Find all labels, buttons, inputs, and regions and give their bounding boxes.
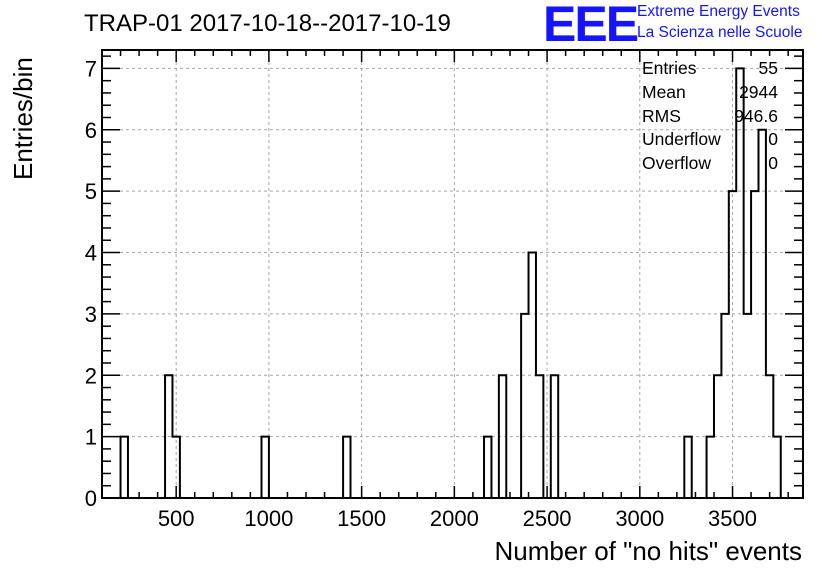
histogram-bin — [707, 437, 714, 498]
y-tick-label: 4 — [85, 241, 97, 266]
stat-rms-label: RMS — [642, 105, 681, 126]
stats-box: Entries 55 Mean 2944 RMS 946.6 Underflow… — [640, 58, 780, 177]
x-axis-label: Number of "no hits" events — [494, 536, 803, 566]
logo-text-line2: La Scienza nelle Scuole — [637, 24, 803, 41]
histogram-bin — [551, 375, 558, 498]
y-tick-label: 2 — [85, 363, 97, 388]
histogram-bin — [751, 191, 758, 498]
histogram-bin — [484, 437, 491, 498]
y-tick-label: 0 — [85, 486, 97, 511]
x-tick-label: 1500 — [337, 506, 386, 531]
x-tick-label: 1000 — [244, 506, 293, 531]
stat-overflow-label: Overflow — [642, 153, 712, 174]
histogram-bin — [343, 437, 350, 498]
stats-row: Entries 55 — [640, 58, 780, 82]
plot-title: TRAP-01 2017-10-18--2017-10-19 — [84, 10, 451, 37]
histogram-bin — [165, 375, 172, 498]
x-tick-label: 3000 — [615, 506, 664, 531]
stats-row: Underflow 0 — [640, 129, 780, 153]
y-tick-label: 3 — [85, 302, 97, 327]
stat-mean-value: 2944 — [739, 81, 778, 102]
stats-row: Overflow 0 — [640, 153, 780, 177]
histogram-bin — [684, 437, 691, 498]
histogram-bin — [521, 314, 528, 498]
stat-entries-value: 55 — [758, 58, 778, 78]
y-tick-label: 6 — [85, 118, 97, 143]
y-tick-label: 5 — [85, 179, 97, 204]
histogram-bin — [261, 437, 268, 498]
eee-logo: EEE — [543, 0, 639, 52]
stat-underflow-label: Underflow — [642, 129, 721, 150]
histogram-bin — [536, 375, 543, 498]
histogram-bin — [729, 191, 736, 498]
x-tick-label: 2000 — [430, 506, 479, 531]
stat-mean-label: Mean — [642, 81, 686, 102]
histogram-bin — [499, 375, 506, 498]
histogram-bin — [773, 437, 780, 498]
logo-text-line1: Extreme Energy Events — [637, 3, 800, 20]
x-tick-label: 2500 — [523, 506, 572, 531]
histogram-bin — [721, 314, 728, 498]
stat-entries-label: Entries — [642, 58, 697, 78]
histogram-bin — [121, 437, 128, 498]
stats-row: Mean 2944 — [640, 82, 780, 106]
histogram-bin — [744, 314, 751, 498]
histogram-outline — [119, 67, 782, 498]
histogram-bin — [758, 130, 765, 498]
stats-row: RMS 946.6 — [640, 106, 780, 130]
x-tick-label: 500 — [158, 506, 195, 531]
histogram-bin — [529, 253, 536, 498]
histogram-bin — [714, 375, 721, 498]
y-axis-label: Entries/bin — [8, 57, 38, 180]
stat-underflow-value: 0 — [768, 129, 778, 150]
y-tick-label: 7 — [85, 56, 97, 81]
histogram-bin — [766, 375, 773, 498]
stat-rms-value: 946.6 — [734, 105, 778, 126]
plot-frame — [101, 49, 804, 499]
x-tick-label: 3500 — [708, 506, 757, 531]
stat-overflow-value: 0 — [768, 153, 778, 174]
y-tick-label: 1 — [85, 425, 97, 450]
